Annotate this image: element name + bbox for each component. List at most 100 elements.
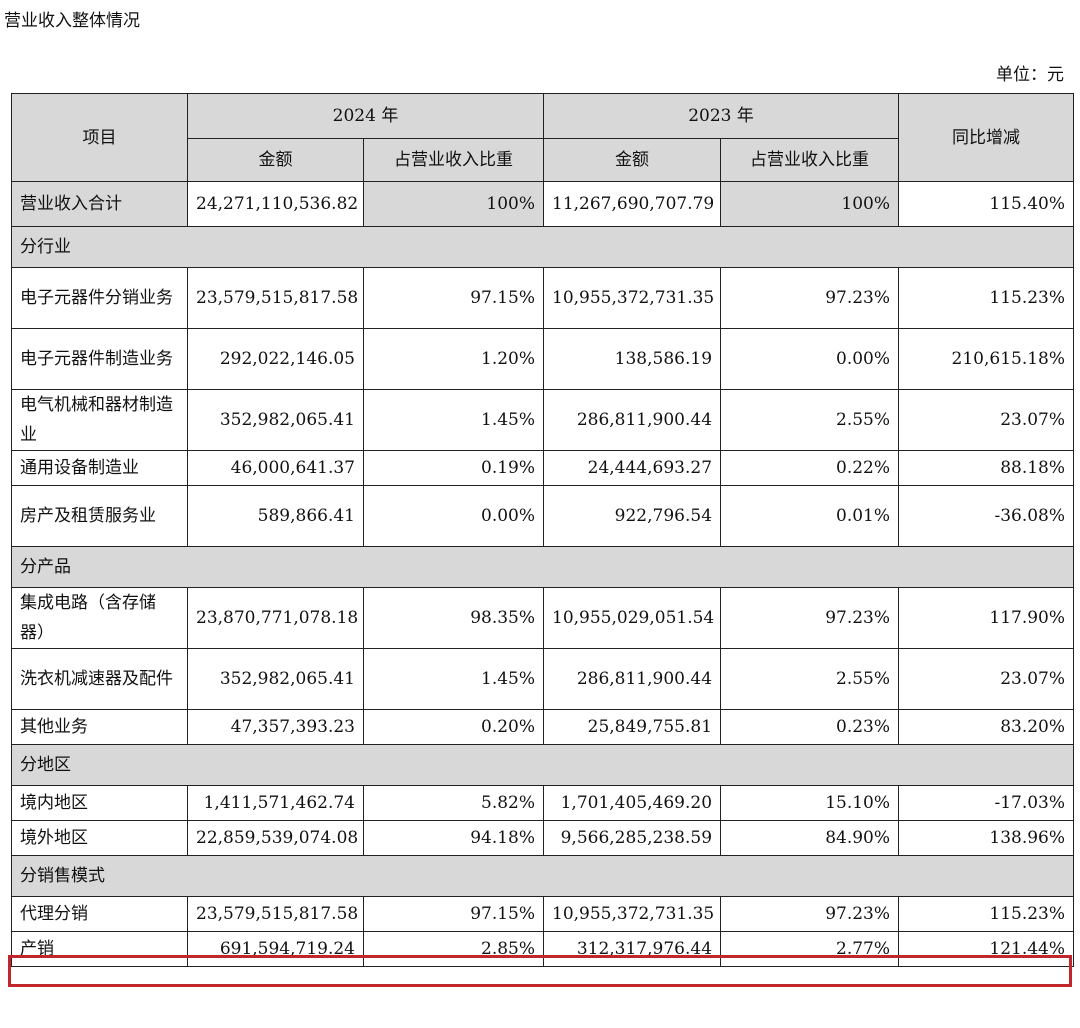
row-label: 境内地区	[11, 785, 188, 821]
ratio-2024-cell: 0.20%	[362, 709, 545, 745]
ratio-2023-cell: 97.23%	[720, 896, 900, 932]
table-row: 洗衣机减速器及配件 352,982,065.41 1.45% 286,811,900.…	[11, 648, 1075, 710]
amount-2024-cell: 1,411,571,462.74	[187, 785, 364, 821]
table-row: 营业收入合计 24,271,110,536.82 100% 11,267,690,70…	[11, 181, 1075, 227]
section-row: 分销售模式	[10, 855, 1075, 897]
table-row: 集成电路（含存储器） 23,870,771,078.18 98.35% 10,955,…	[11, 587, 1075, 649]
yoy-cell: 83.20%	[898, 709, 1075, 745]
row-label: 营业收入合计	[11, 181, 188, 227]
row-label: 电子元器件分销业务	[11, 267, 188, 329]
table-row: 其他业务 47,357,393.23 0.20% 25,849,755.81 0.23%…	[11, 709, 1075, 745]
yoy-cell: 23.07%	[898, 389, 1075, 451]
row-label: 电气机械和器材制造业	[11, 389, 188, 451]
ratio-2024-cell: 1.45%	[362, 648, 545, 710]
ratio-2023-cell: 100%	[720, 181, 900, 227]
ratio-2024-cell: 0.19%	[362, 450, 545, 486]
amount-2024-cell: 292,022,146.05	[187, 328, 364, 390]
amount-2024-cell: 691,594,719.24	[187, 931, 364, 967]
section-label: 分行业	[10, 226, 1075, 268]
amount-2023-cell: 286,811,900.44	[543, 389, 722, 451]
row-label: 其他业务	[11, 709, 188, 745]
table-row: 代理分销 23,579,515,817.58 97.15% 10,955,372,73…	[11, 896, 1075, 932]
amount-2023-cell: 922,796.54	[543, 485, 722, 547]
revenue-table: 项目 2024 年 2023 年 同比增减 金额 占营业收入比重 金额 占营业收…	[10, 93, 1075, 967]
row-label: 代理分销	[11, 896, 188, 932]
ratio-2023-cell: 2.55%	[720, 648, 900, 710]
ratio-2024-cell: 98.35%	[362, 587, 545, 649]
amount-2023-cell: 312,317,976.44	[543, 931, 722, 967]
amount-2024-cell: 23,870,771,078.18	[187, 587, 364, 649]
row-label: 电子元器件制造业务	[11, 328, 188, 390]
ratio-2023-cell: 84.90%	[720, 820, 900, 856]
ratio-2024-cell: 100%	[362, 181, 545, 227]
yoy-cell: 121.44%	[898, 931, 1075, 967]
yoy-cell: 115.40%	[898, 181, 1075, 227]
ratio-2024-cell: 1.20%	[362, 328, 545, 390]
amount-2023-cell: 138,586.19	[543, 328, 722, 390]
amount-2024-cell: 352,982,065.41	[187, 389, 364, 451]
row-label: 集成电路（含存储器）	[11, 587, 188, 649]
amount-2023-cell: 10,955,372,731.35	[543, 896, 722, 932]
header-amount-2024: 金额	[187, 138, 364, 182]
header-ratio-2023: 占营业收入比重	[720, 138, 900, 182]
row-label: 洗衣机减速器及配件	[11, 648, 188, 710]
ratio-2023-cell: 15.10%	[720, 785, 900, 821]
yoy-cell: 23.07%	[898, 648, 1075, 710]
ratio-2024-cell: 97.15%	[362, 896, 545, 932]
row-label: 产销	[11, 931, 188, 967]
yoy-cell: 210,615.18%	[898, 328, 1075, 390]
table-row: 电子元器件制造业务 292,022,146.05 1.20% 138,586.19 0.…	[11, 328, 1075, 390]
amount-2023-cell: 10,955,029,051.54	[543, 587, 722, 649]
amount-2024-cell: 23,579,515,817.58	[187, 267, 364, 329]
amount-2023-cell: 9,566,285,238.59	[543, 820, 722, 856]
yoy-cell: 138.96%	[898, 820, 1075, 856]
table-row: 电子元器件分销业务 23,579,515,817.58 97.15% 10,955,3…	[11, 267, 1075, 329]
section-label: 分地区	[10, 744, 1075, 786]
ratio-2023-cell: 97.23%	[720, 267, 900, 329]
amount-2023-cell: 24,444,693.27	[543, 450, 722, 486]
amount-2024-cell: 24,271,110,536.82	[187, 181, 364, 227]
amount-2023-cell: 25,849,755.81	[543, 709, 722, 745]
section-row: 分产品	[10, 546, 1075, 588]
header-item: 项目	[11, 93, 188, 182]
amount-2023-cell: 11,267,690,707.79	[543, 181, 722, 227]
amount-2023-cell: 286,811,900.44	[543, 648, 722, 710]
amount-2024-cell: 352,982,065.41	[187, 648, 364, 710]
ratio-2024-cell: 1.45%	[362, 389, 545, 451]
unit-label: 单位：元	[996, 65, 1064, 85]
table-row: 通用设备制造业 46,000,641.37 0.19% 24,444,693.27 0.…	[11, 450, 1075, 486]
ratio-2023-cell: 0.01%	[720, 485, 900, 547]
header-amount-2023: 金额	[543, 138, 722, 182]
section-row: 分地区	[10, 744, 1075, 786]
section-label: 分产品	[10, 546, 1075, 588]
section-label: 分销售模式	[10, 855, 1075, 897]
table-row: 境外地区 22,859,539,074.08 94.18% 9,566,285,238…	[11, 820, 1075, 856]
ratio-2024-cell: 0.00%	[362, 485, 545, 547]
header-2024: 2024 年	[186, 93, 545, 139]
section-row: 分行业	[10, 226, 1075, 268]
header-yoy: 同比增减	[898, 93, 1075, 182]
ratio-2023-cell: 0.23%	[720, 709, 900, 745]
row-label: 通用设备制造业	[11, 450, 188, 486]
row-label: 境外地区	[11, 820, 188, 856]
table-row: 境内地区 1,411,571,462.74 5.82% 1,701,405,469.2…	[11, 785, 1075, 821]
amount-2023-cell: 1,701,405,469.20	[543, 785, 722, 821]
ratio-2024-cell: 97.15%	[362, 267, 545, 329]
yoy-cell: 115.23%	[898, 896, 1075, 932]
ratio-2023-cell: 0.00%	[720, 328, 900, 390]
ratio-2024-cell: 5.82%	[362, 785, 545, 821]
ratio-2024-cell: 2.85%	[362, 931, 545, 967]
amount-2024-cell: 22,859,539,074.08	[187, 820, 364, 856]
ratio-2023-cell: 0.22%	[720, 450, 900, 486]
ratio-2023-cell: 2.55%	[720, 389, 900, 451]
amount-2024-cell: 46,000,641.37	[187, 450, 364, 486]
ratio-2024-cell: 94.18%	[362, 820, 545, 856]
table-row: 产销 691,594,719.24 2.85% 312,317,976.44 2.77%…	[11, 931, 1075, 967]
table-row: 房产及租赁服务业 589,866.41 0.00% 922,796.54 0.01% -3…	[11, 485, 1075, 547]
header-ratio-2024: 占营业收入比重	[362, 138, 545, 182]
yoy-cell: -36.08%	[898, 485, 1075, 547]
document-title: 营业收入整体情况	[4, 11, 140, 31]
row-label: 房产及租赁服务业	[11, 485, 188, 547]
yoy-cell: 117.90%	[898, 587, 1075, 649]
table-row: 电气机械和器材制造业 352,982,065.41 1.45% 286,811,900…	[11, 389, 1075, 451]
